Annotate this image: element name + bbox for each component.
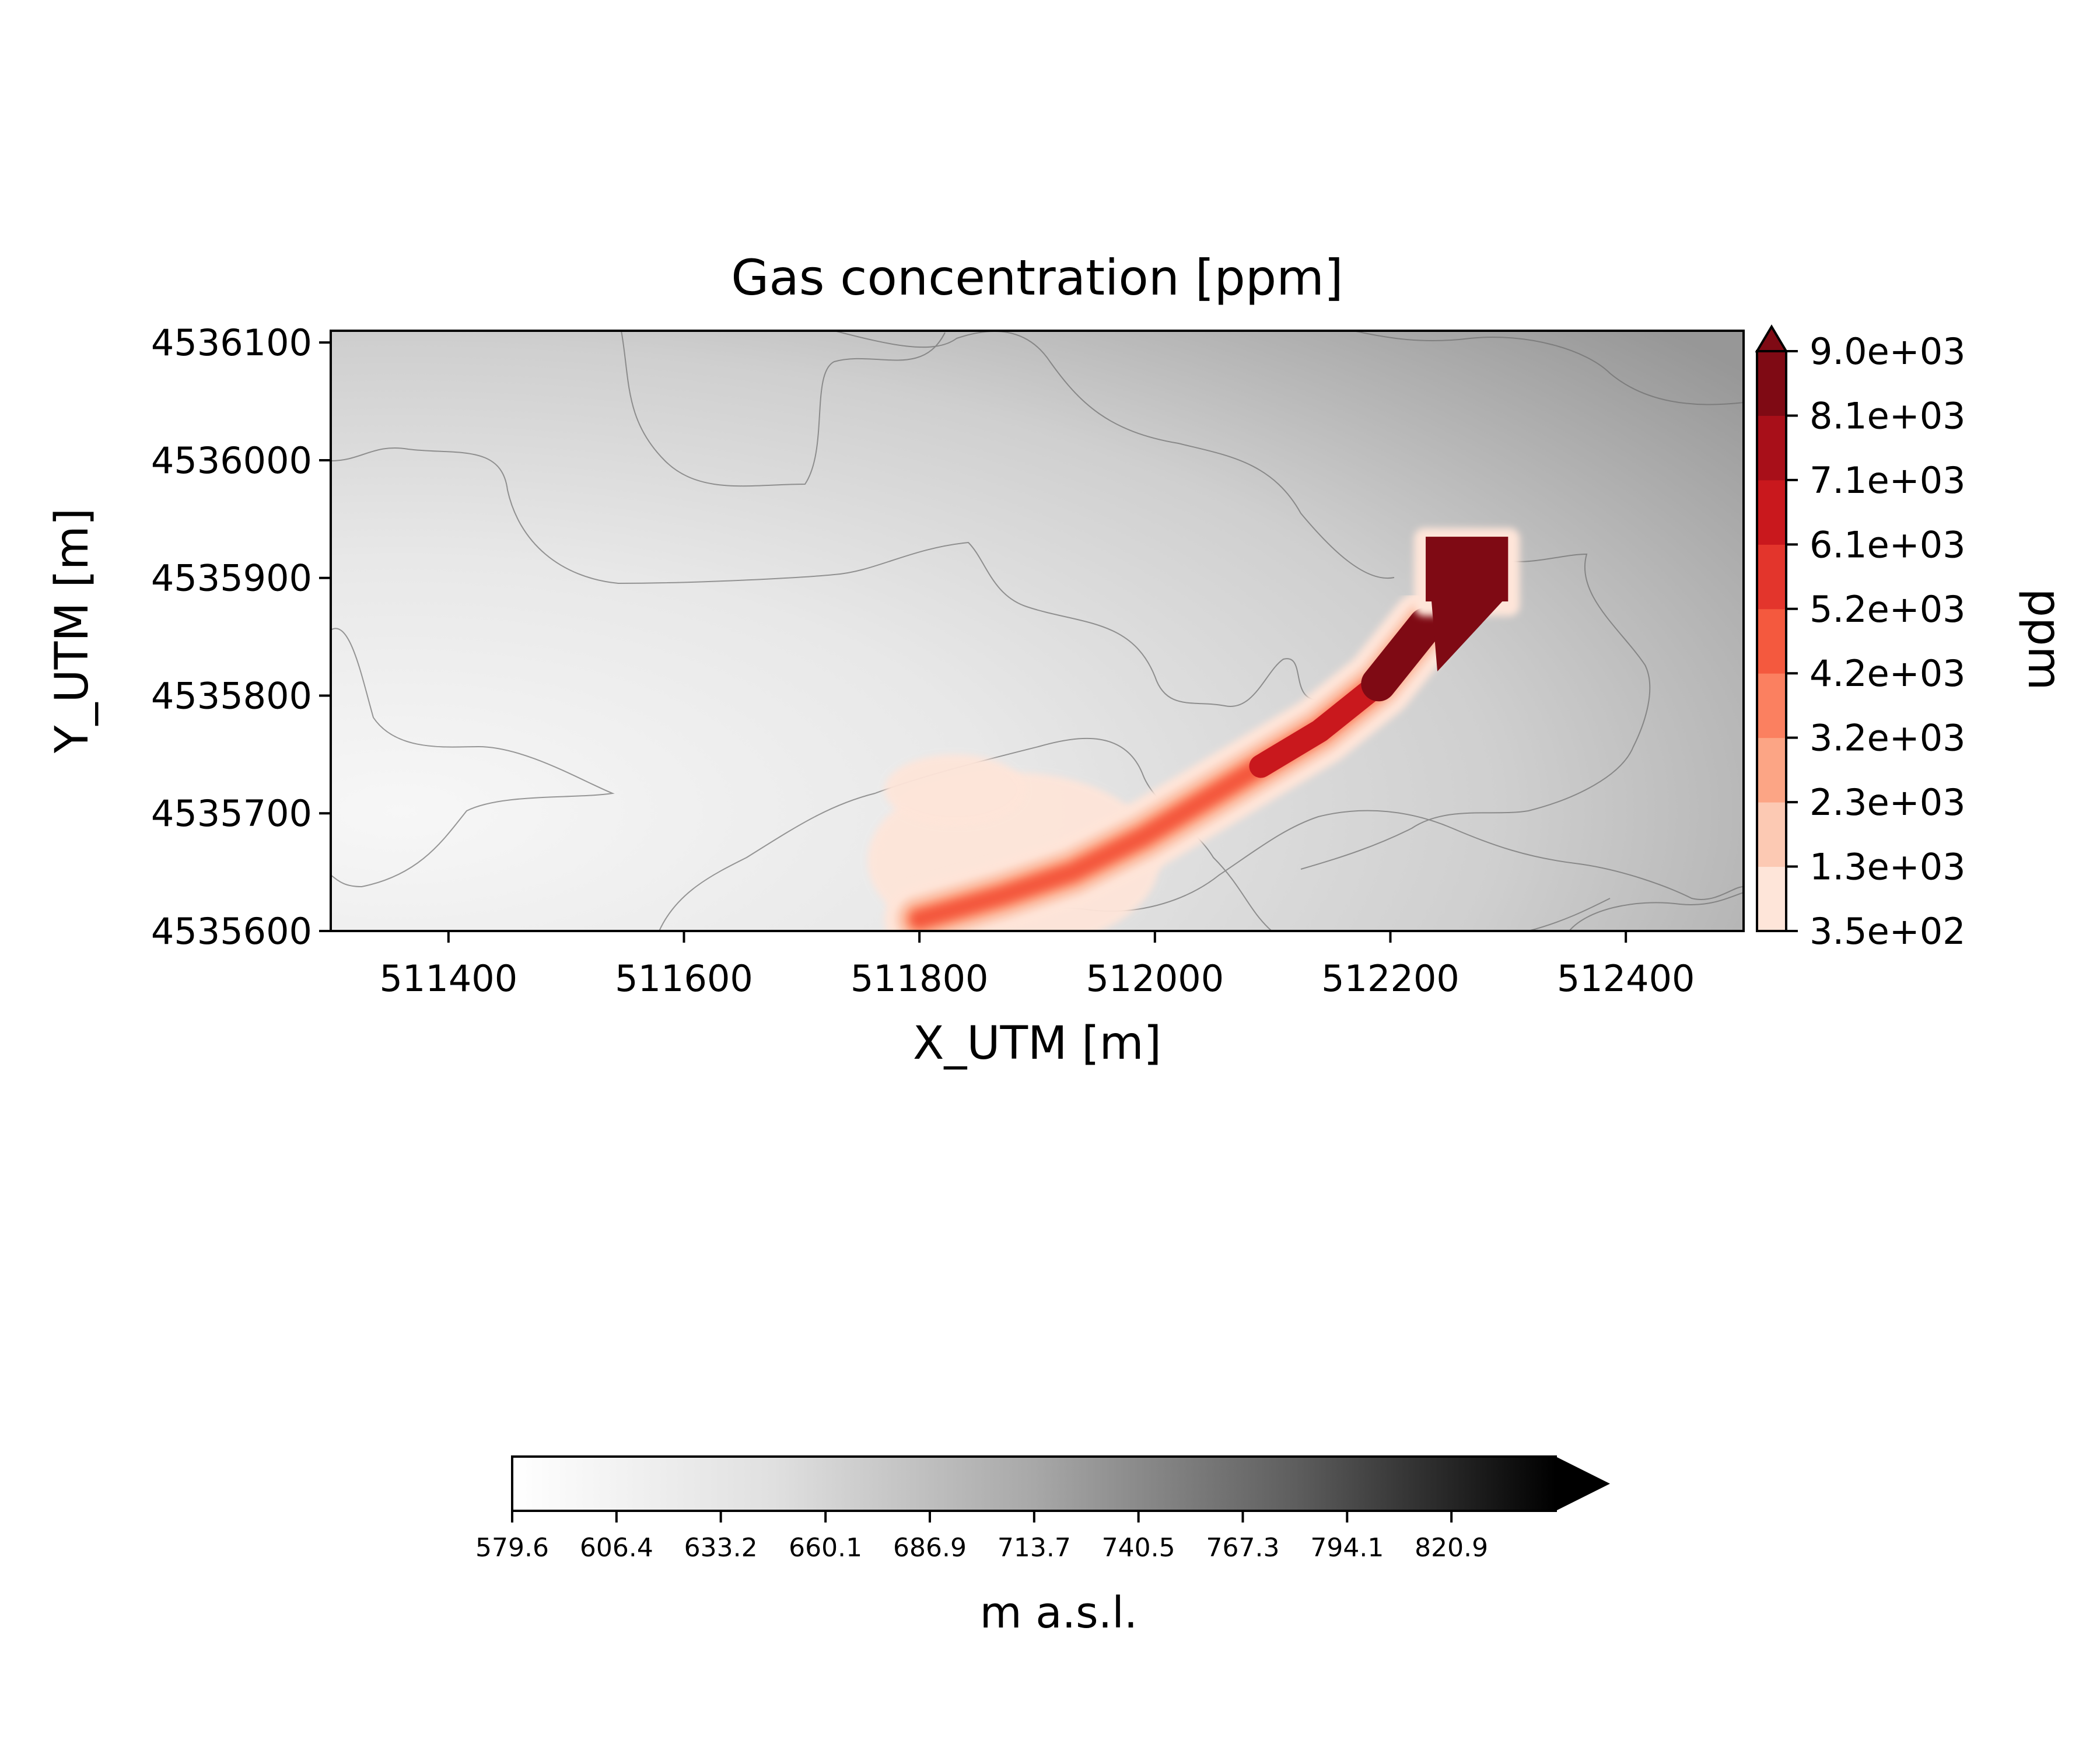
concentration-colorbar-frame (1756, 350, 1787, 932)
elevation-tick-label: 740.5 (1102, 1533, 1175, 1563)
concentration-colorbar-segment (1757, 673, 1786, 738)
y-tick-label: 4535700 (151, 792, 312, 835)
elevation-tick-label: 794.1 (1310, 1533, 1384, 1563)
concentration-tick-label: 4.2e+03 (1810, 652, 1966, 695)
map-frame (330, 330, 1745, 932)
plume-core (1361, 607, 1444, 702)
concentration-tick-label: 6.1e+03 (1810, 523, 1966, 566)
concentration-colorbar-segment (1757, 608, 1786, 674)
concentration-tick-label: 2.3e+03 (1810, 781, 1966, 824)
x-tick-label: 511600 (615, 957, 753, 1000)
concentration-colorbar-label: ppm (2018, 588, 2070, 690)
elevation-contours (331, 331, 1744, 931)
x-tick-label: 512200 (1321, 957, 1460, 1000)
elevation-tick-label: 579.6 (475, 1533, 549, 1563)
x-tick-label: 511800 (850, 957, 989, 1000)
y-tick-label: 4535600 (151, 910, 312, 953)
concentration-colorbar-segment (1757, 544, 1786, 610)
concentration-colorbar-segment (1757, 415, 1786, 481)
concentration-colorbar-extend-arrow (1755, 324, 1788, 352)
contour-line (621, 331, 946, 487)
x-tick-label: 512000 (1086, 957, 1224, 1000)
contour-line (331, 628, 615, 888)
concentration-tick-label: 1.3e+03 (1810, 846, 1966, 888)
concentration-tick-label: 9.0e+03 (1810, 330, 1966, 373)
concentration-colorbar-segment (1757, 480, 1786, 545)
y-tick-label: 4536000 (151, 439, 312, 482)
source-area-outflow (1432, 601, 1503, 672)
concentration-colorbar-segment (1757, 737, 1786, 803)
y-axis-label: Y_UTM [m] (46, 508, 99, 754)
elevation-colorbar-extend-arrow (1556, 1457, 1610, 1511)
elevation-tick-label: 820.9 (1415, 1533, 1488, 1563)
contour-line (1353, 331, 1744, 405)
contour-line (1569, 892, 1744, 931)
concentration-tick-label: 5.2e+03 (1810, 588, 1966, 631)
contour-line (1300, 553, 1651, 870)
elevation-tick-label: 713.7 (998, 1533, 1071, 1563)
elevation-colorbar-fill (512, 1457, 1556, 1511)
concentration-tick-label: 7.1e+03 (1810, 459, 1966, 502)
x-axis: 511400 511600 511800 512000 512200 512400 (379, 931, 1695, 1000)
elevation-tick-label: 660.1 (789, 1533, 862, 1563)
concentration-colorbar: 3.5e+02 1.3e+03 2.3e+03 3.2e+03 4.2e+03 5.2e+… (1755, 324, 1966, 953)
concentration-tick-label: 3.2e+03 (1810, 717, 1966, 760)
concentration-colorbar-segment (1757, 866, 1786, 932)
plume-low-concentration-area (884, 754, 1025, 825)
concentration-colorbar-segment (1757, 351, 1786, 416)
elevation-tick-label: 767.3 (1206, 1533, 1280, 1563)
gas-plume (867, 528, 1520, 931)
source-area (1426, 537, 1508, 602)
contour-line (331, 447, 1319, 707)
y-tick-label: 4536100 (151, 321, 312, 364)
x-tick-label: 511400 (379, 957, 517, 1000)
elevation-colorbar-label: m a.s.l. (980, 1588, 1138, 1638)
elevation-colorbar: 579.6 606.4 633.2 660.1 686.9 713.7 740.5 767.3… (475, 1455, 1610, 1563)
contour-line (1528, 898, 1611, 931)
y-tick-label: 4535900 (151, 557, 312, 600)
contour-line (659, 737, 1272, 931)
elevation-tick-label: 633.2 (684, 1533, 758, 1563)
concentration-colorbar-segment (1757, 802, 1786, 867)
concentration-tick-label: 8.1e+03 (1810, 394, 1966, 437)
elevation-tick-label: 606.4 (580, 1533, 653, 1563)
concentration-tick-label: 3.5e+02 (1810, 910, 1966, 953)
y-axis: 4535600 4535700 4535800 4535900 4536000 45361… (151, 321, 331, 953)
contour-line (834, 331, 1395, 579)
chart-title: Gas concentration [ppm] (731, 249, 1343, 306)
map-panel (331, 331, 1744, 931)
elevation-tick-label: 686.9 (893, 1533, 967, 1563)
x-axis-label: X_UTM [m] (913, 1017, 1161, 1070)
x-tick-label: 512400 (1557, 957, 1695, 1000)
y-tick-label: 4535800 (151, 674, 312, 717)
